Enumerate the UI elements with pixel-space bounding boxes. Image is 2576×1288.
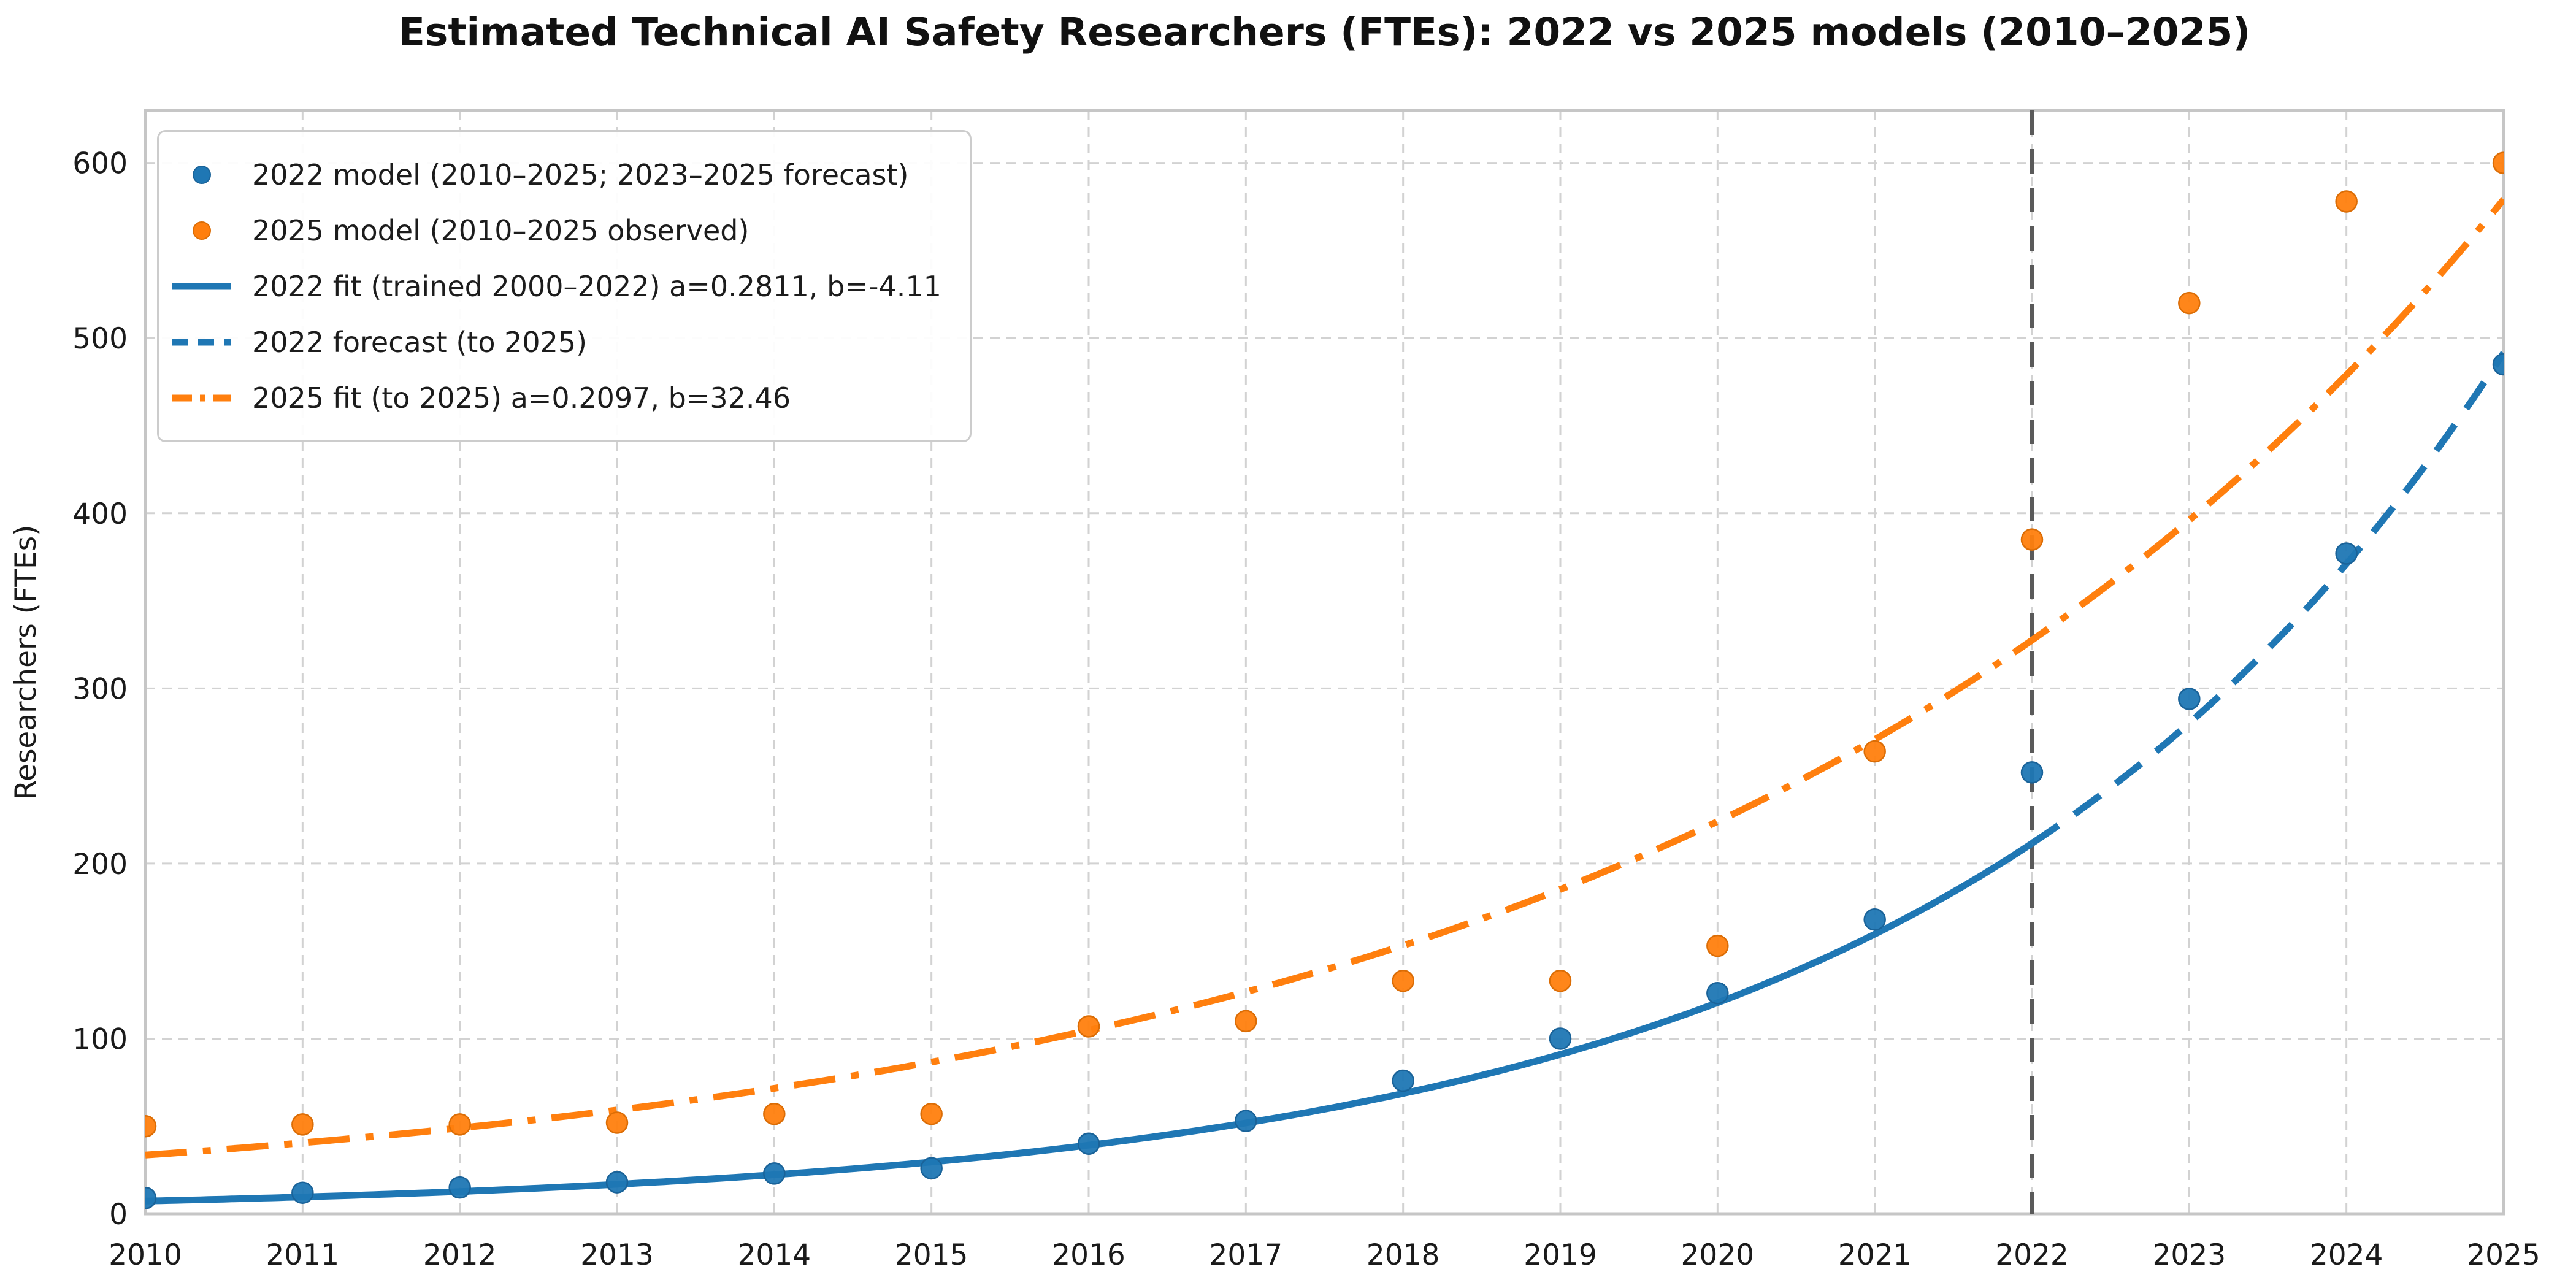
scatter-point-2025-model-2010 xyxy=(145,1114,157,1138)
plot-border xyxy=(144,109,2505,1216)
scatter-point-2025-model-2017 xyxy=(1235,1010,1257,1033)
chart-title: Estimated Technical AI Safety Researcher… xyxy=(398,10,2251,55)
scatter-point-2025-model-2013 xyxy=(605,1111,629,1134)
x-tick-2011: 2011 xyxy=(266,1238,340,1272)
scatter-point-2022-model-2025 xyxy=(2492,353,2504,376)
legend-item-label: 2022 forecast (to 2025) xyxy=(252,325,588,359)
scatter-point-2025-model-2025 xyxy=(2492,151,2504,174)
legend-item-4: 2025 fit (to 2025) a=0.2097, b=32.46 xyxy=(169,370,941,426)
legend-item-label: 2025 model (2010–2025 observed) xyxy=(252,213,749,247)
scatter-point-2025-model-2018 xyxy=(1392,969,1414,992)
scatter-point-2025-model-2021 xyxy=(1863,740,1886,763)
x-tick-2014: 2014 xyxy=(738,1238,811,1272)
scatter-point-2025-model-2015 xyxy=(920,1102,943,1125)
x-tick-2017: 2017 xyxy=(1209,1238,1283,1272)
y-axis-label: Researchers (FTEs) xyxy=(9,524,43,800)
scatter-point-2022-model-2013 xyxy=(605,1171,629,1194)
scatter-point-2022-model-2017 xyxy=(1235,1110,1257,1132)
x-tick-2024: 2024 xyxy=(2310,1238,2383,1272)
x-tick-2015: 2015 xyxy=(895,1238,968,1272)
scatter-point-2022-model-2016 xyxy=(1077,1132,1100,1156)
scatter-point-2025-model-2020 xyxy=(1706,934,1729,957)
legend-marker-line-dashed xyxy=(172,339,231,345)
legend: 2022 model (2010–2025; 2023–2025 forecas… xyxy=(157,130,972,442)
y-tick-500: 500 xyxy=(72,322,128,356)
x-tick-2020: 2020 xyxy=(1681,1238,1755,1272)
fit-line-2025 xyxy=(145,197,2504,1159)
scatter-point-2025-model-2019 xyxy=(1549,969,1572,992)
y-tick-600: 600 xyxy=(72,147,128,181)
scatter-point-2025-model-2012 xyxy=(448,1113,471,1136)
forecast-line-2022 xyxy=(2030,351,2504,846)
x-tick-2018: 2018 xyxy=(1367,1238,1440,1272)
legend-item-3: 2022 forecast (to 2025) xyxy=(169,314,941,370)
y-tick-0: 0 xyxy=(109,1198,128,1232)
legend-item-2: 2022 fit (trained 2000–2022) a=0.2811, b… xyxy=(169,258,941,314)
legend-item-0: 2022 model (2010–2025; 2023–2025 forecas… xyxy=(169,147,941,202)
legend-item-label: 2022 model (2010–2025; 2023–2025 forecas… xyxy=(252,158,909,191)
legend-marker-dot xyxy=(193,221,211,240)
scatter-point-2022-model-2010 xyxy=(145,1187,157,1209)
legend-marker-line-dashdot xyxy=(172,394,231,401)
legend-item-1: 2025 model (2010–2025 observed) xyxy=(169,202,941,258)
scatter-point-2022-model-2024 xyxy=(2335,542,2358,565)
scatter-point-2022-model-2015 xyxy=(920,1157,943,1180)
scatter-point-2025-model-2011 xyxy=(291,1113,314,1136)
y-tick-100: 100 xyxy=(72,1022,128,1056)
x-tick-2023: 2023 xyxy=(2153,1238,2226,1272)
legend-marker-dot xyxy=(193,165,211,184)
y-tick-400: 400 xyxy=(72,497,128,531)
x-tick-2013: 2013 xyxy=(580,1238,654,1272)
x-tick-2019: 2019 xyxy=(1524,1238,1597,1272)
scatter-point-2022-model-2023 xyxy=(2178,688,2201,710)
x-tick-2016: 2016 xyxy=(1052,1238,1125,1272)
legend-item-label: 2022 fit (trained 2000–2022) a=0.2811, b… xyxy=(252,269,941,303)
y-tick-200: 200 xyxy=(72,848,128,881)
scatter-point-2022-model-2012 xyxy=(448,1176,471,1199)
x-tick-2012: 2012 xyxy=(423,1238,497,1272)
scatter-point-2022-model-2019 xyxy=(1549,1027,1572,1050)
x-tick-2022: 2022 xyxy=(1995,1238,2069,1272)
scatter-point-2022-model-2020 xyxy=(1706,981,1729,1005)
scatter-point-2022-model-2014 xyxy=(763,1162,786,1185)
scatter-point-2025-model-2014 xyxy=(763,1102,786,1125)
scatter-point-2022-model-2021 xyxy=(1863,908,1886,931)
scatter-point-2022-model-2011 xyxy=(291,1181,314,1204)
legend-item-label: 2025 fit (to 2025) a=0.2097, b=32.46 xyxy=(252,381,791,415)
scatter-point-2025-model-2023 xyxy=(2178,291,2201,315)
scatter-point-2022-model-2022 xyxy=(2020,761,2044,784)
y-tick-300: 300 xyxy=(72,672,128,706)
legend-marker-line-solid xyxy=(172,283,231,289)
scatter-point-2025-model-2024 xyxy=(2335,190,2358,213)
scatter-point-2025-model-2022 xyxy=(2020,528,2044,551)
scatter-point-2025-model-2016 xyxy=(1077,1015,1100,1038)
x-tick-2021: 2021 xyxy=(1838,1238,1912,1272)
x-tick-2025: 2025 xyxy=(2467,1238,2540,1272)
x-tick-2010: 2010 xyxy=(109,1238,182,1272)
scatter-point-2022-model-2018 xyxy=(1392,1069,1414,1092)
